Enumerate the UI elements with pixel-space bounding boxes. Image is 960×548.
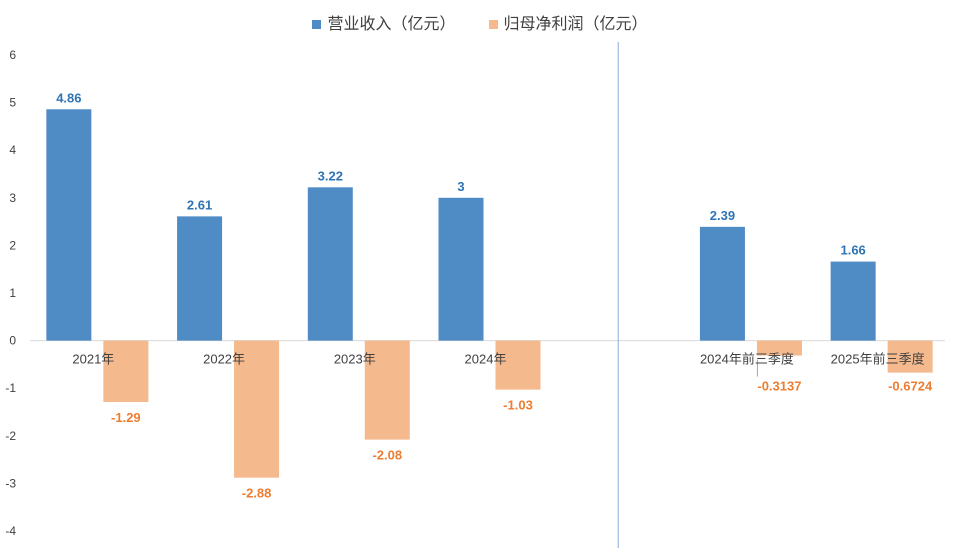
category-label: 2024年: [465, 352, 507, 367]
category-label: 2023年: [334, 352, 376, 367]
data-label-net-profit: -0.6724: [888, 379, 933, 394]
legend-label-revenue: 营业收入（亿元）: [327, 14, 456, 33]
bar-revenue: [438, 197, 484, 341]
bar-net-profit: [234, 340, 280, 478]
data-label-net-profit: -2.88: [242, 486, 272, 501]
bar-revenue: [177, 216, 223, 341]
data-label-revenue: 2.39: [710, 208, 735, 223]
legend-item-revenue: 营业收入（亿元）: [312, 10, 455, 34]
bar-revenue: [830, 261, 876, 341]
y-tick-label: 5: [9, 96, 16, 110]
category-label: 2022年: [203, 352, 245, 367]
data-label-net-profit: -0.3137: [757, 379, 801, 394]
data-label-net-profit: -1.03: [503, 398, 533, 413]
bar-net-profit: [887, 340, 933, 373]
bar-net-profit: [495, 340, 541, 390]
y-tick-label: 3: [9, 191, 16, 205]
category-label: 2021年: [72, 352, 114, 367]
legend-item-net-profit: 归母净利润（亿元）: [488, 10, 648, 34]
legend-swatch-net-profit: [488, 20, 498, 29]
y-tick-label: 6: [9, 48, 16, 62]
data-label-net-profit: -2.08: [372, 448, 402, 463]
legend-label-net-profit: 归母净利润（亿元）: [503, 14, 648, 33]
category-label: 2025年前三季度: [831, 352, 925, 367]
bar-revenue: [46, 109, 92, 341]
y-tick-label: -4: [5, 524, 16, 538]
y-tick-label: 0: [9, 334, 16, 348]
legend: 营业收入（亿元） 归母净利润（亿元）: [0, 10, 960, 34]
data-label-revenue: 1.66: [840, 243, 865, 258]
y-tick-label: 4: [9, 143, 16, 157]
bar-net-profit: [364, 340, 410, 440]
bar-revenue: [307, 187, 353, 341]
bar-net-profit: [756, 340, 802, 356]
category-label: 2024年前三季度: [700, 352, 794, 367]
data-label-revenue: 2.61: [187, 197, 212, 212]
data-label-revenue: 3.22: [318, 168, 343, 183]
y-tick-label: -3: [5, 476, 16, 490]
data-label-revenue: 3: [457, 179, 464, 194]
bar-revenue: [699, 226, 745, 341]
data-label-revenue: 4.86: [56, 90, 81, 105]
data-label-net-profit: -1.29: [111, 410, 141, 425]
legend-swatch-revenue: [312, 20, 322, 29]
bar-net-profit: [103, 340, 149, 403]
y-tick-label: 1: [9, 286, 16, 300]
y-tick-label: -2: [5, 429, 16, 443]
y-tick-label: 2: [9, 238, 16, 252]
y-tick-label: -1: [5, 381, 16, 395]
